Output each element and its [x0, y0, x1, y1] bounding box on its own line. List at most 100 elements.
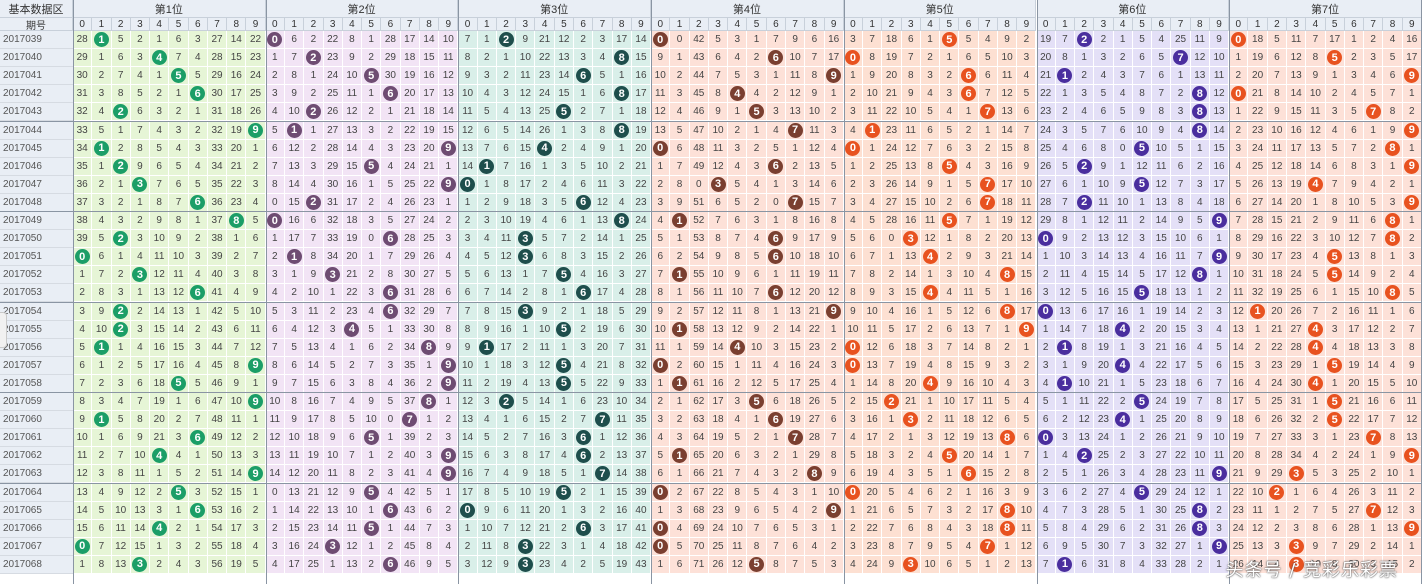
miss-count-cell: 10 [265, 393, 285, 412]
miss-count-cell: 1 [863, 139, 883, 158]
miss-count-cell: 19 [1036, 31, 1056, 50]
miss-count-cell: 9 [304, 266, 324, 285]
miss-count-cell: 22 [323, 31, 343, 50]
miss-count-cell: 4 [843, 212, 864, 231]
miss-count-cell: 18 [612, 537, 632, 556]
miss-count-cell: 14 [169, 320, 189, 339]
scroll-handle[interactable] [0, 312, 7, 348]
miss-count-cell: 16 [1402, 31, 1422, 50]
miss-count-cell: 13 [1190, 67, 1210, 86]
drawn-ball-icon: 5 [1327, 249, 1343, 265]
digit-header: 0 [1229, 18, 1249, 31]
miss-count-cell: 12 [246, 338, 266, 357]
miss-count-cell: 8 [1152, 103, 1172, 122]
miss-count-cell: 5 [747, 483, 767, 502]
drawn-digit-cell: 0 [1036, 429, 1056, 448]
miss-count-cell: 11 [265, 411, 285, 430]
drawn-digit-cell: 3 [516, 248, 536, 267]
miss-count-cell: 2 [843, 393, 864, 412]
miss-count-cell: 10 [863, 302, 883, 321]
miss-count-cell: 17 [1267, 248, 1287, 267]
digit-header: 6 [188, 18, 208, 31]
miss-count-cell: 27 [400, 212, 420, 231]
miss-count-cell: 5 [882, 320, 902, 339]
miss-count-cell: 16 [593, 266, 613, 285]
miss-count-cell: 4 [554, 555, 575, 574]
miss-count-cell: 2 [805, 501, 825, 520]
drawn-digit-cell: 2 [496, 31, 517, 50]
miss-count-cell: 1 [920, 31, 941, 50]
miss-count-cell: 3 [362, 212, 382, 231]
miss-count-cell: 2 [670, 67, 690, 86]
miss-count-cell: 19 [805, 266, 825, 285]
drawn-ball-icon: 4 [1307, 321, 1323, 337]
miss-count-cell: 3 [882, 447, 902, 466]
miss-count-cell: 7 [882, 519, 902, 538]
miss-count-cell: 23 [1171, 465, 1191, 484]
drawn-digit-cell: 5 [554, 374, 575, 393]
miss-count-cell: 5 [1075, 284, 1095, 303]
miss-count-cell: 6 [766, 519, 786, 538]
miss-count-cell: 10 [1209, 49, 1230, 68]
miss-count-cell: 24 [323, 67, 343, 86]
miss-count-cell: 16 [824, 31, 844, 50]
miss-count-cell: 18 [863, 447, 883, 466]
miss-count-cell: 16 [785, 356, 806, 375]
miss-count-cell: 2 [304, 31, 324, 50]
drawn-digit-cell: 5 [940, 447, 960, 466]
miss-count-cell: 23 [419, 193, 440, 212]
miss-count-cell: 7 [458, 302, 478, 321]
miss-count-cell: 6 [997, 411, 1018, 430]
miss-count-cell: 17 [458, 483, 478, 502]
miss-count-cell: 7 [92, 537, 112, 556]
miss-count-cell: 64 [689, 429, 709, 448]
drawn-digit-cell: 0 [651, 519, 671, 538]
miss-count-cell: 24 [1171, 483, 1191, 502]
miss-count-cell: 5 [574, 374, 594, 393]
miss-count-cell: 8 [169, 212, 189, 231]
miss-count-cell: 11 [458, 374, 478, 393]
miss-count-cell: 2 [188, 121, 208, 140]
miss-count-cell: 28 [631, 284, 652, 303]
miss-count-cell: 5 [593, 555, 613, 574]
miss-count-cell: 23 [535, 555, 555, 574]
drawn-ball-icon: 3 [710, 176, 726, 192]
drawn-ball-icon: 5 [1134, 484, 1150, 500]
miss-count-cell: 1 [766, 429, 786, 448]
miss-count-cell: 2 [169, 103, 189, 122]
miss-count-cell: 4 [882, 302, 902, 321]
miss-count-cell: 5 [554, 193, 575, 212]
miss-count-cell: 1 [477, 356, 497, 375]
miss-count-cell: 3 [1190, 175, 1210, 194]
miss-count-cell: 5 [1248, 393, 1268, 412]
drawn-digit-cell: 8 [1383, 212, 1403, 231]
miss-count-cell: 21 [1344, 393, 1365, 412]
miss-count-cell: 25 [1094, 447, 1114, 466]
digit-header: 3 [1094, 18, 1114, 31]
period-number: 2017057 [0, 356, 73, 375]
miss-count-cell: 8 [323, 411, 343, 430]
miss-count-cell: 7 [824, 429, 844, 448]
miss-count-cell: 8 [1229, 230, 1249, 249]
miss-count-cell: 19 [959, 429, 979, 448]
miss-count-cell: 15 [516, 139, 536, 158]
miss-count-cell: 15 [1113, 284, 1133, 303]
miss-count-cell: 2 [419, 374, 440, 393]
miss-count-cell: 1 [477, 31, 497, 50]
miss-count-cell: 10 [246, 302, 266, 321]
watermark-text: 头条号 / 竞彩乐彩票 [1225, 560, 1398, 581]
miss-count-cell: 5 [1383, 49, 1403, 68]
miss-count-cell: 19 [535, 483, 555, 502]
drawn-ball-icon: 9 [440, 466, 456, 482]
miss-count-cell: 11 [1152, 157, 1172, 176]
miss-count-cell: 11 [824, 266, 844, 285]
miss-count-cell: 9 [824, 230, 844, 249]
miss-count-cell: 7 [111, 447, 131, 466]
miss-count-cell: 35 [400, 356, 420, 375]
miss-count-cell: 5 [1383, 374, 1403, 393]
miss-count-cell: 14 [612, 465, 632, 484]
miss-count-cell: 1 [593, 429, 613, 448]
miss-count-cell: 4 [188, 157, 208, 176]
miss-count-cell: 11 [978, 393, 998, 412]
miss-count-cell: 2 [73, 284, 93, 303]
